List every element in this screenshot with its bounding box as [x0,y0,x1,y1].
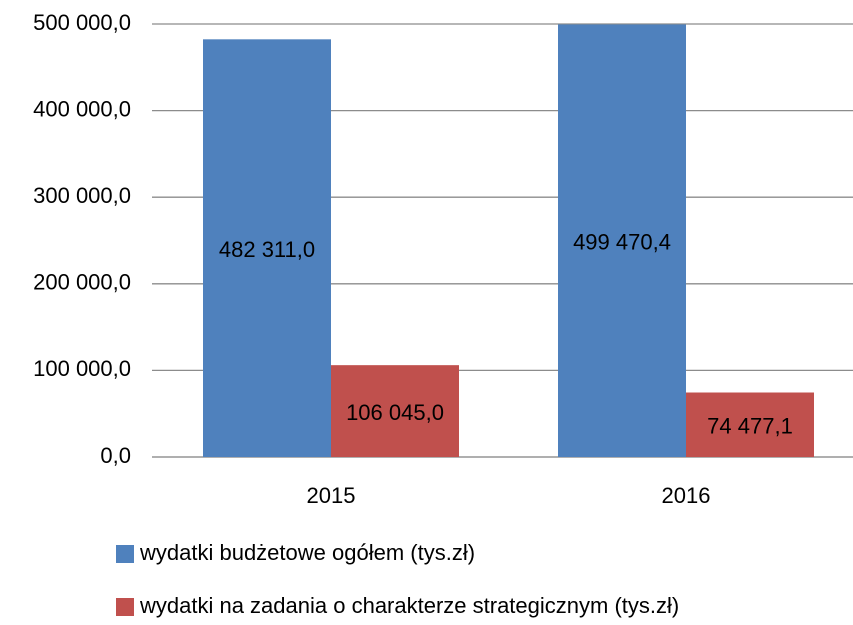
y-tick-label: 200 000,0 [33,270,131,295]
x-tick-label: 2016 [662,483,711,508]
legend-swatch [116,545,134,563]
bar [331,365,459,457]
legend-swatch [116,598,134,616]
value-label: 74 477,1 [707,414,793,439]
value-label: 499 470,4 [573,230,671,255]
legend-label: wydatki budżetowe ogółem (tys.zł) [139,540,475,565]
legend-label: wydatki na zadania o charakterze strateg… [139,593,679,618]
value-label: 482 311,0 [219,237,315,262]
y-tick-label: 100 000,0 [33,356,131,381]
bar [686,392,814,457]
bar [558,24,686,458]
value-label: 106 045,0 [346,400,444,425]
bar [203,39,331,458]
y-tick-label: 400 000,0 [33,96,131,121]
x-tick-label: 2015 [307,483,356,508]
y-tick-label: 300 000,0 [33,183,131,208]
y-tick-label: 500 000,0 [33,10,131,35]
y-tick-label: 0,0 [100,443,131,468]
